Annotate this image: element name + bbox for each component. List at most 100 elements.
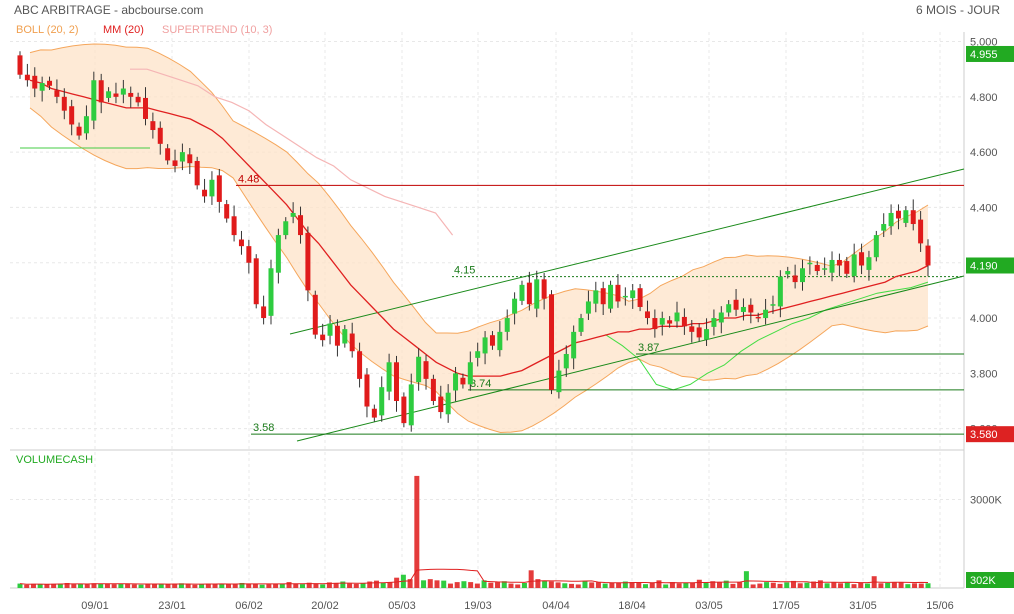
- candle-up: [179, 152, 185, 162]
- candle-up: [512, 298, 518, 314]
- volume-bar: [313, 583, 319, 588]
- volume-bar: [918, 583, 924, 588]
- volume-bar: [569, 583, 575, 588]
- candle-up: [39, 83, 45, 91]
- volume-bar: [481, 580, 487, 588]
- volume-bar: [434, 580, 440, 588]
- candle-up: [519, 284, 525, 301]
- volume-bar: [17, 583, 23, 588]
- volume-bar: [57, 583, 63, 588]
- candle-down: [438, 396, 444, 413]
- volume-bar: [414, 475, 420, 588]
- volume-bar: [703, 582, 709, 588]
- volume-bar: [609, 582, 615, 588]
- candle-up: [881, 224, 887, 231]
- candle-down: [357, 351, 363, 379]
- volume-bar: [542, 580, 548, 588]
- moving-average: [29, 79, 929, 377]
- volume-bar: [199, 584, 205, 588]
- candle-down: [895, 210, 901, 219]
- y-tick-label: 4.800: [970, 92, 998, 104]
- volume-bar: [131, 584, 137, 588]
- volume-bar: [474, 583, 480, 588]
- x-tick-label: 31/05: [849, 600, 877, 612]
- volume-bar: [878, 583, 884, 588]
- candle-up: [866, 257, 872, 270]
- candle-up: [453, 373, 459, 391]
- candle-up: [718, 312, 724, 323]
- candle-down: [652, 318, 658, 330]
- volume-bar: [44, 584, 50, 588]
- volume-bar: [764, 582, 770, 588]
- volume-bar: [515, 584, 521, 588]
- volume-bar: [555, 582, 561, 588]
- volume-bar: [205, 583, 211, 588]
- volume-bar: [239, 582, 245, 588]
- volume-bar: [562, 583, 568, 588]
- volume-bar: [347, 583, 353, 588]
- candle-down: [17, 55, 23, 75]
- candle-down: [216, 175, 222, 202]
- candle-down: [859, 252, 865, 266]
- volume-bar: [838, 583, 844, 588]
- candle-down: [194, 160, 200, 186]
- volume-bar: [683, 582, 689, 588]
- volume-bar: [912, 583, 918, 588]
- candle-up: [106, 91, 112, 98]
- volume-bar: [407, 579, 413, 588]
- volume-bar: [461, 581, 467, 588]
- volume-bar: [421, 580, 427, 588]
- candle-down: [918, 219, 924, 244]
- volume-bar: [380, 582, 386, 588]
- volume-bar: [340, 581, 346, 588]
- candle-down: [238, 239, 244, 247]
- candle-down: [202, 189, 208, 197]
- candle-up: [283, 221, 289, 236]
- candle-down: [142, 97, 148, 119]
- candle-up: [534, 279, 540, 309]
- volume-bar: [367, 581, 373, 588]
- volume-bar: [757, 583, 763, 588]
- price-badge: [966, 45, 1014, 62]
- candle-down: [349, 333, 355, 352]
- volume-bar: [737, 582, 743, 588]
- legend-boll: BOLL (20, 2): [16, 24, 79, 36]
- candle-down: [312, 294, 318, 335]
- candle-up: [571, 331, 577, 359]
- volume-bar: [488, 582, 494, 588]
- volume-bar: [528, 570, 534, 588]
- legend-mm: MM (20): [103, 24, 144, 36]
- level-label: 3.58: [253, 422, 274, 434]
- candle-up: [851, 254, 857, 277]
- candle-down: [401, 396, 407, 424]
- volume-bar: [595, 582, 601, 588]
- volume-bar: [804, 582, 810, 588]
- candle-down: [681, 316, 687, 327]
- volume-bar: [320, 584, 326, 588]
- volume-bar: [622, 581, 628, 588]
- candle-up: [482, 337, 488, 354]
- volume-bar: [427, 579, 433, 588]
- supertrend-up: [605, 281, 929, 391]
- volume-bar: [246, 583, 252, 588]
- candle-up: [726, 304, 732, 313]
- volume-bar: [306, 582, 312, 588]
- volume-bar: [797, 583, 803, 588]
- candle-up: [630, 290, 636, 299]
- candle-down: [165, 148, 171, 161]
- volume-bar: [676, 583, 682, 588]
- volume-tick-label: 3000K: [970, 495, 1002, 507]
- candle-up: [379, 387, 385, 416]
- volume-bar: [501, 581, 507, 588]
- candle-down: [430, 378, 436, 401]
- candle-down: [925, 245, 931, 266]
- candle-down: [24, 74, 30, 81]
- volume-bar: [91, 583, 97, 588]
- volume-bar: [905, 584, 911, 588]
- level-label: 4.15: [454, 265, 475, 277]
- candle-down: [150, 121, 156, 131]
- volume-bar: [118, 583, 124, 588]
- volume-bars: [17, 475, 931, 588]
- candle-down: [460, 377, 466, 385]
- candle-down: [187, 154, 193, 164]
